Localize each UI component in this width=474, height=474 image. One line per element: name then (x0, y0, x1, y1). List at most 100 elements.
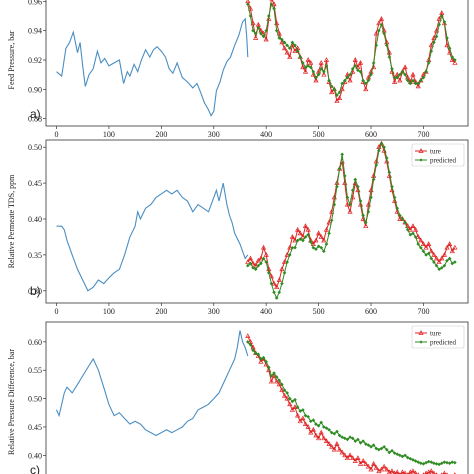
x-tick-label: 600 (365, 130, 377, 139)
predicted-point (321, 69, 326, 74)
predicted-point (350, 188, 355, 193)
predicted-point (447, 461, 452, 466)
predicted-point (453, 460, 457, 465)
y-axis-label: Feed Pressure, bar (7, 30, 16, 89)
predicted-point (447, 46, 452, 51)
true-point (302, 68, 309, 74)
y-tick-label: 0.90 (28, 85, 42, 94)
predicted-point (345, 195, 350, 200)
predicted-point (437, 267, 442, 272)
predicted-point (442, 19, 447, 24)
y-tick-label: 0.94 (28, 27, 42, 36)
true-point (300, 234, 306, 239)
predicted-point (363, 220, 368, 225)
true-point (363, 223, 369, 229)
true-point (410, 223, 416, 229)
true-point (403, 470, 407, 474)
predicted-point (266, 14, 271, 18)
predicted-point (282, 40, 287, 45)
true-point (436, 15, 442, 21)
true-point (250, 260, 256, 266)
true-point (305, 424, 311, 429)
true-point (371, 460, 377, 466)
predicted-point (358, 69, 363, 74)
true-point (326, 441, 332, 446)
true-point (274, 284, 280, 290)
legend-marker (419, 158, 423, 162)
panel-2: 0 100 200 300 400 500 600 700 0.30 0.35 0.40 0.45 0.… (7, 139, 469, 316)
true-point (266, 15, 272, 21)
predicted-point (395, 75, 400, 80)
predicted-point (316, 244, 321, 249)
true-point (428, 248, 434, 254)
true-point (418, 237, 424, 243)
predicted-point (408, 232, 413, 237)
true-point (378, 15, 385, 21)
true-point (331, 446, 337, 452)
panel-label: b) (30, 284, 41, 298)
predicted-point (369, 444, 373, 449)
predicted-point (413, 81, 418, 86)
predicted-point (382, 145, 387, 150)
true-point (428, 468, 434, 474)
predicted-point (411, 231, 415, 236)
predicted-point (361, 213, 366, 218)
predicted-point (280, 281, 284, 286)
predicted-point (303, 413, 308, 418)
predicted-point (340, 152, 345, 157)
true-point (350, 455, 356, 461)
predicted-point (321, 425, 326, 429)
predicted-point (403, 220, 407, 225)
predicted-point (259, 31, 263, 36)
true-point (402, 64, 408, 70)
true-point (352, 57, 358, 62)
predicted-point (356, 184, 360, 189)
legend-label: ture (430, 330, 441, 338)
true-point (271, 372, 277, 378)
true-point (287, 54, 293, 59)
predicted-point (253, 351, 258, 356)
predicted-point (300, 408, 305, 412)
predicted-point (366, 443, 371, 448)
predicted-point (369, 195, 373, 200)
true-point (310, 426, 316, 432)
predicted-point (311, 245, 316, 250)
predicted-point (274, 28, 279, 33)
predicted-point (272, 6, 276, 11)
predicted-point (371, 443, 376, 448)
panel-label: c) (30, 463, 40, 474)
predicted-point (245, 339, 250, 344)
predicted-point (287, 46, 292, 51)
predicted-point (374, 163, 379, 168)
true-point (376, 20, 382, 26)
predicted-point (253, 31, 258, 36)
predicted-point (413, 459, 418, 463)
true-point (295, 226, 301, 232)
predicted-point (429, 460, 434, 465)
predicted-point (256, 352, 261, 357)
predicted-point (363, 81, 368, 86)
true-point (355, 455, 361, 461)
true-point (336, 95, 343, 100)
true-point (321, 237, 327, 243)
true-point (410, 71, 416, 77)
predicted-point (329, 84, 334, 89)
true-point (449, 248, 455, 254)
axes-frame (45, 321, 469, 474)
true-point (247, 5, 254, 11)
predicted-point (251, 28, 255, 33)
true-point (334, 98, 340, 103)
true-point (339, 449, 345, 455)
predicted-point (387, 450, 392, 455)
predicted-point (269, 374, 274, 378)
predicted-point (434, 461, 439, 466)
true-point (321, 435, 327, 441)
y-tick-label: 0.55 (28, 366, 42, 375)
predicted-point (418, 461, 423, 466)
predicted-point (329, 430, 334, 435)
true-point (439, 255, 445, 261)
true-point (431, 35, 437, 40)
predicted-point (277, 378, 282, 383)
predicted-point (314, 75, 318, 80)
true-point (442, 470, 447, 474)
